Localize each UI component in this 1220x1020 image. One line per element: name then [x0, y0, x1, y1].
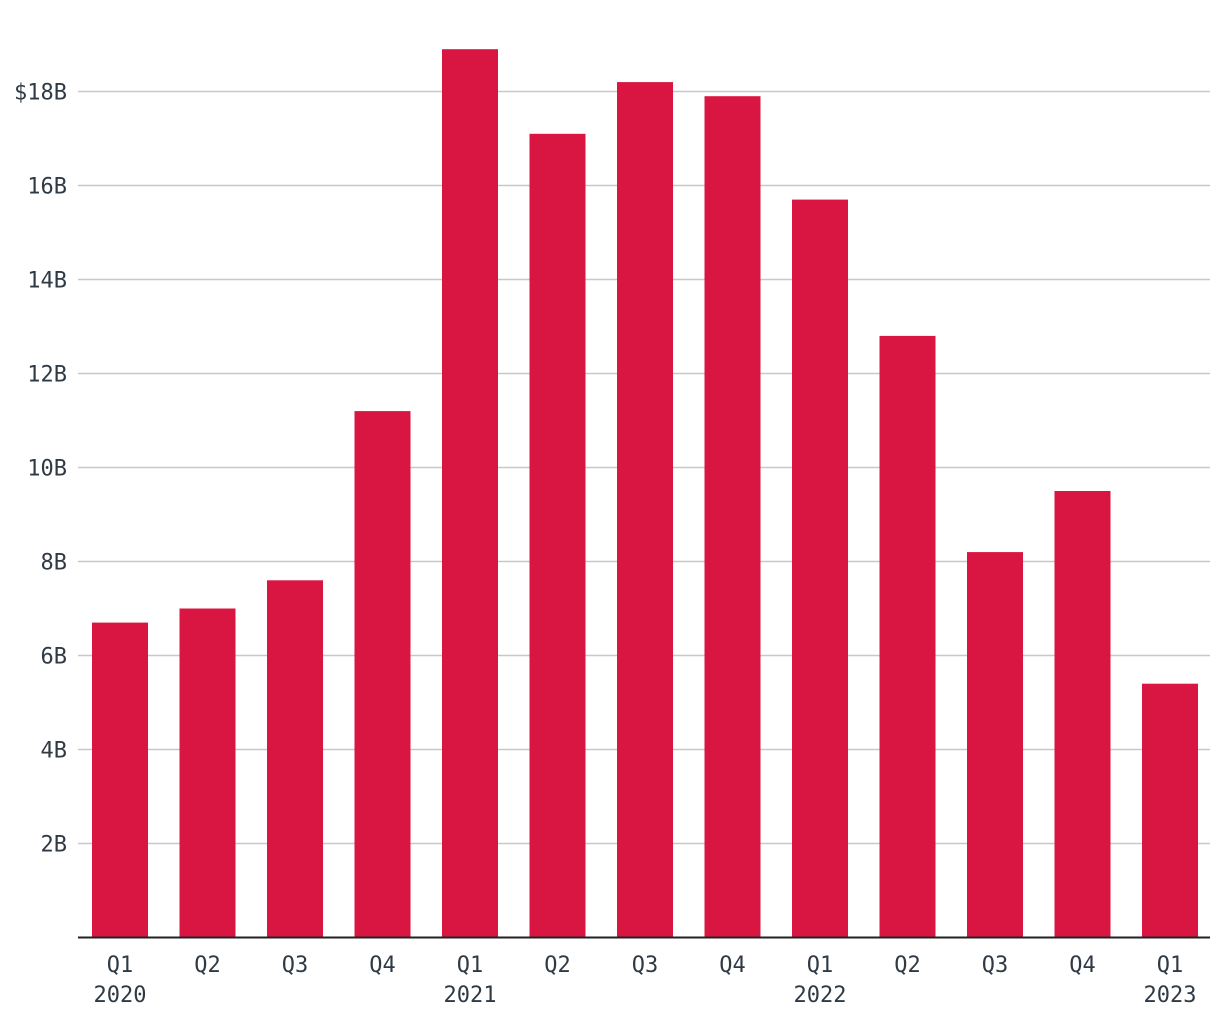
bar: [1054, 491, 1111, 938]
x-tick-label-quarter: Q1: [807, 953, 834, 978]
bars: [92, 49, 1198, 938]
bar: [267, 580, 323, 938]
bar: [354, 411, 411, 938]
x-tick-label-year: 2023: [1144, 983, 1197, 1008]
bar: [92, 622, 148, 938]
y-tick-label: 4B: [41, 739, 68, 764]
x-tick-label-quarter: Q1: [457, 953, 484, 978]
x-tick-label-quarter: Q3: [982, 953, 1009, 978]
y-tick-label: 12B: [27, 363, 67, 388]
bar: [442, 49, 498, 938]
x-tick-label-quarter: Q3: [282, 953, 309, 978]
bar: [967, 552, 1023, 938]
y-tick-label: 2B: [41, 833, 68, 858]
x-tick-label-quarter: Q1: [107, 953, 134, 978]
y-tick-label: 14B: [27, 269, 67, 294]
bar: [1142, 683, 1198, 938]
y-tick-label: $18B: [14, 81, 67, 106]
bar: [792, 199, 848, 938]
x-tick-label-quarter: Q3: [632, 953, 659, 978]
y-axis-tick-labels: 2B 4B 6B 8B 10B 12B 14B 16B $18B: [14, 81, 67, 858]
x-tick-label-quarter: Q4: [1069, 953, 1096, 978]
x-tick-label-year: 2020: [94, 983, 147, 1008]
bar: [617, 82, 673, 938]
y-tick-label: 10B: [27, 457, 67, 482]
x-tick-label-quarter: Q2: [894, 953, 921, 978]
x-axis-tick-labels: Q1 2020 Q2 Q3 Q4 Q1 2021 Q2 Q3 Q4 Q1 2022 Q2 Q3 Q4 Q1 20…: [94, 953, 1197, 1008]
bar: [179, 608, 236, 938]
x-tick-label-quarter: Q4: [719, 953, 746, 978]
bar: [879, 335, 936, 938]
bar: [529, 133, 586, 938]
x-tick-label-quarter: Q2: [194, 953, 221, 978]
y-tick-label: 16B: [27, 175, 67, 200]
x-tick-label-quarter: Q1: [1157, 953, 1184, 978]
x-tick-label-quarter: Q4: [369, 953, 396, 978]
x-tick-label-quarter: Q2: [544, 953, 571, 978]
y-tick-label: 8B: [41, 551, 68, 576]
bar: [704, 96, 761, 938]
x-tick-label-year: 2022: [794, 983, 847, 1008]
x-tick-label-year: 2021: [444, 983, 497, 1008]
y-tick-label: 6B: [41, 645, 68, 670]
